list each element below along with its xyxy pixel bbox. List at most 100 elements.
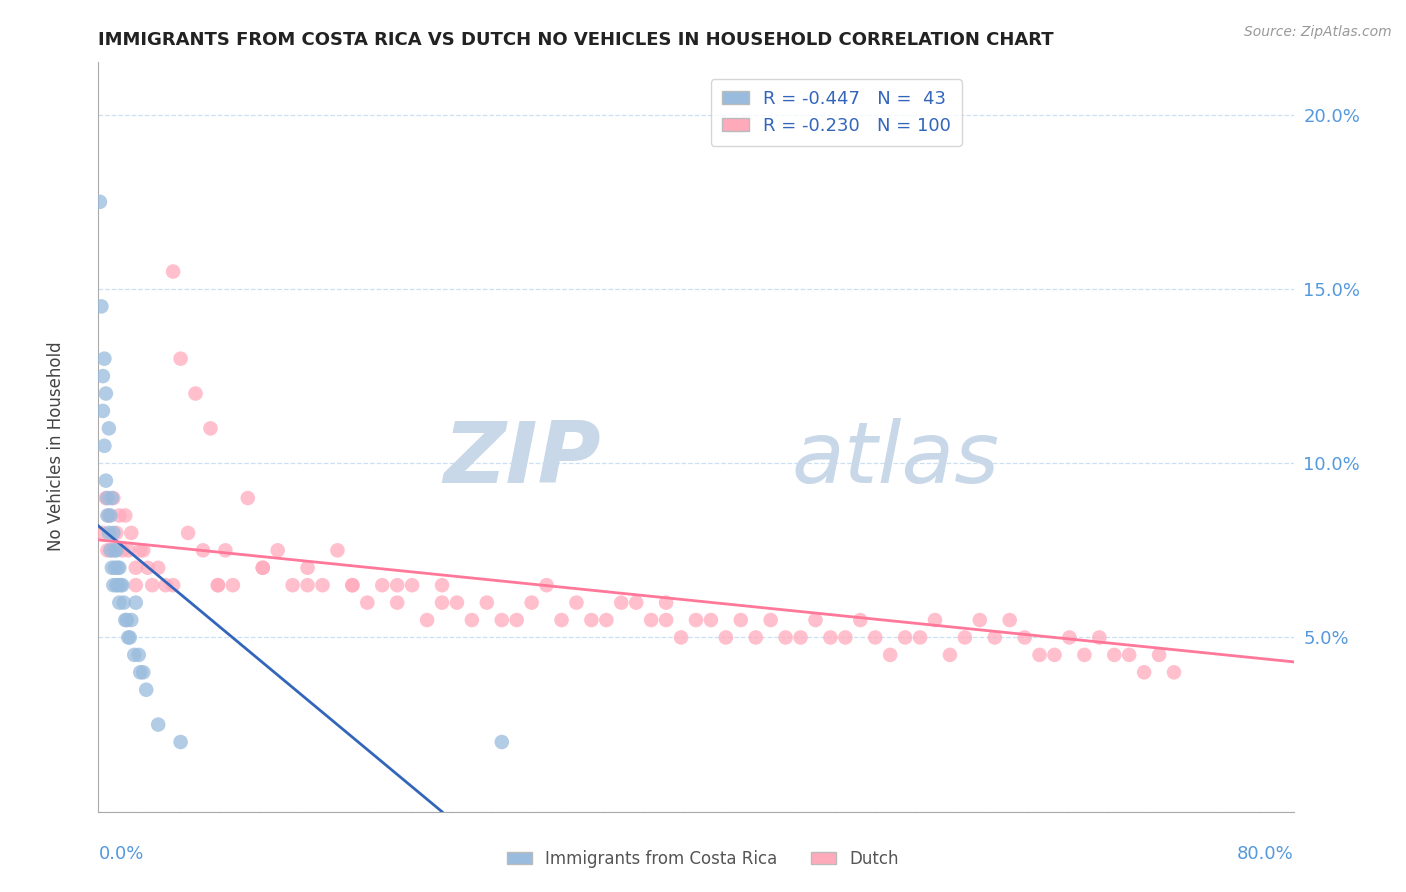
Point [96,543,118,558]
Point [461,613,484,627]
Point [129,543,152,558]
Point [520,596,543,610]
Point [401,578,423,592]
Point [984,631,1007,645]
Point [939,648,962,662]
Point [730,613,752,627]
Point [94,474,117,488]
Point [953,631,976,645]
Point [103,525,125,540]
Point [297,561,319,575]
Point [491,613,513,627]
Point [93,351,115,366]
Point [342,578,364,592]
Point [342,578,364,592]
Point [125,578,148,592]
Point [385,596,409,610]
Point [536,578,558,592]
Point [110,578,132,592]
Point [789,631,811,645]
Point [908,631,931,645]
Point [107,561,129,575]
Point [1073,648,1095,662]
Point [595,613,617,627]
Point [371,578,394,592]
Point [89,194,111,209]
Point [924,613,946,627]
Point [97,525,120,540]
Point [169,735,191,749]
Point [1118,648,1140,662]
Point [446,596,468,610]
Point [565,596,588,610]
Point [969,613,991,627]
Point [1163,665,1185,680]
Point [430,578,453,592]
Point [491,735,513,749]
Point [1043,648,1066,662]
Point [129,665,152,680]
Point [834,631,856,645]
Point [94,386,117,401]
Point [191,543,214,558]
Point [135,682,157,697]
Point [356,596,378,610]
Point [132,543,155,558]
Legend: Immigrants from Costa Rica, Dutch: Immigrants from Costa Rica, Dutch [501,844,905,875]
Point [714,631,737,645]
Point [700,613,723,627]
Point [236,491,259,505]
Point [117,543,139,558]
Point [267,543,290,558]
Point [101,543,124,558]
Point [136,561,159,575]
Point [155,578,177,592]
Point [162,264,184,278]
Point [91,525,114,540]
Text: atlas: atlas [792,418,1000,501]
Point [385,578,409,592]
Point [98,508,122,523]
Point [114,613,136,627]
Text: IMMIGRANTS FROM COSTA RICA VS DUTCH NO VEHICLES IN HOUSEHOLD CORRELATION CHART: IMMIGRANTS FROM COSTA RICA VS DUTCH NO V… [98,31,1054,49]
Point [125,561,148,575]
Point [104,543,127,558]
Point [252,561,274,575]
Point [281,578,304,592]
Point [849,613,872,627]
Point [104,561,127,575]
Point [759,613,782,627]
Point [311,578,333,592]
Point [96,491,118,505]
Point [1133,665,1156,680]
Point [626,596,648,610]
Point [105,525,128,540]
Point [252,561,274,575]
Point [120,525,142,540]
Point [998,613,1021,627]
Point [416,613,439,627]
Point [207,578,229,592]
Point [1147,648,1170,662]
Point [610,596,633,610]
Point [111,543,134,558]
Text: No Vehicles in Household: No Vehicles in Household [48,341,65,551]
Point [105,543,128,558]
Point [169,351,191,366]
Point [430,596,453,610]
Point [865,631,887,645]
Point [114,508,136,523]
Point [1028,648,1050,662]
Point [1088,631,1111,645]
Point [101,561,124,575]
Point [655,613,678,627]
Point [745,631,768,645]
Point [91,404,114,418]
Point [775,631,797,645]
Point [669,631,692,645]
Point [108,561,131,575]
Point [97,421,120,435]
Point [97,508,120,523]
Point [108,596,131,610]
Point [1014,631,1036,645]
